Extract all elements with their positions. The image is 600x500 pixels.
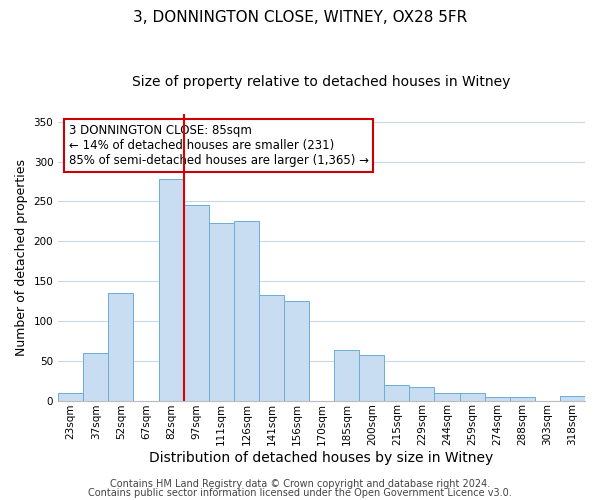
Text: 3 DONNINGTON CLOSE: 85sqm
← 14% of detached houses are smaller (231)
85% of semi: 3 DONNINGTON CLOSE: 85sqm ← 14% of detac… — [69, 124, 369, 167]
Text: Contains HM Land Registry data © Crown copyright and database right 2024.: Contains HM Land Registry data © Crown c… — [110, 479, 490, 489]
Bar — [485, 396, 510, 400]
Text: 3, DONNINGTON CLOSE, WITNEY, OX28 5FR: 3, DONNINGTON CLOSE, WITNEY, OX28 5FR — [133, 10, 467, 25]
Bar — [158, 179, 184, 400]
Bar — [359, 355, 385, 401]
Bar — [334, 350, 359, 401]
Title: Size of property relative to detached houses in Witney: Size of property relative to detached ho… — [133, 75, 511, 89]
Bar — [109, 293, 133, 401]
Bar — [560, 396, 585, 400]
Bar — [284, 301, 309, 400]
Text: Contains public sector information licensed under the Open Government Licence v3: Contains public sector information licen… — [88, 488, 512, 498]
Bar — [510, 396, 535, 400]
Bar — [209, 223, 234, 400]
Bar — [259, 296, 284, 401]
Bar — [409, 387, 434, 400]
Bar — [58, 392, 83, 400]
Bar — [434, 392, 460, 400]
X-axis label: Distribution of detached houses by size in Witney: Distribution of detached houses by size … — [149, 451, 494, 465]
Y-axis label: Number of detached properties: Number of detached properties — [15, 158, 28, 356]
Bar — [83, 352, 109, 401]
Bar — [234, 222, 259, 400]
Bar — [385, 386, 409, 400]
Bar — [460, 392, 485, 400]
Bar — [184, 206, 209, 400]
